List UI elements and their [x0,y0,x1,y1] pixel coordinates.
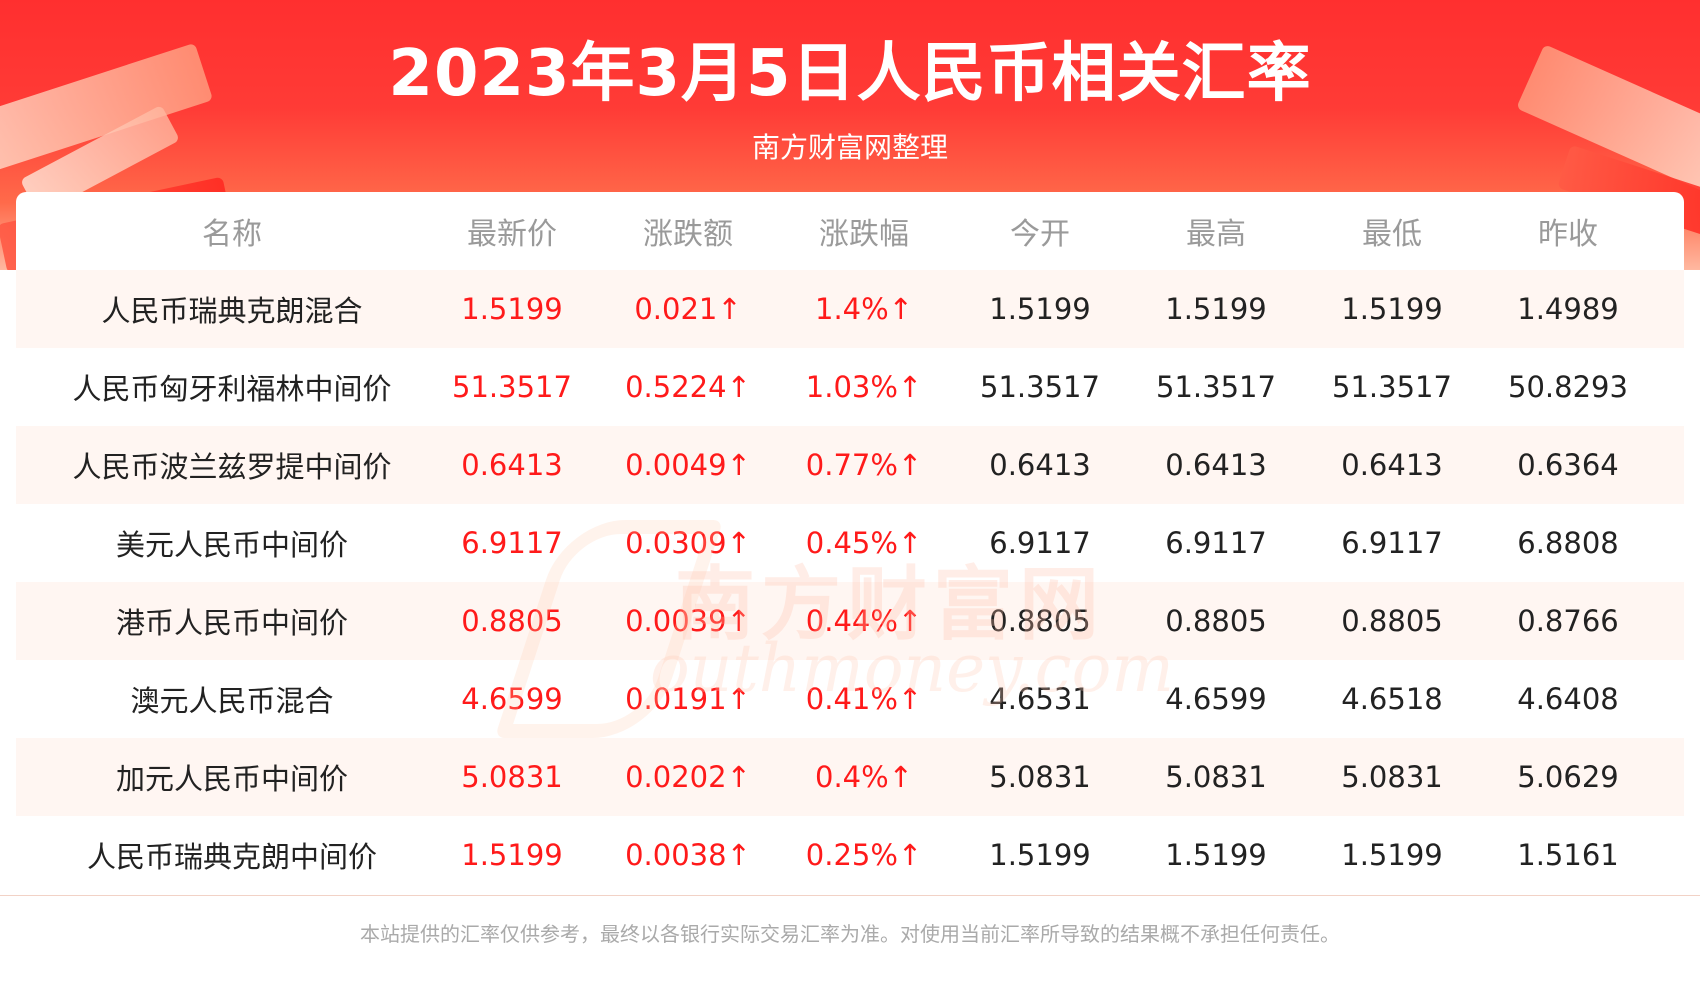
currency-name: 人民币瑞典克朗中间价 [86,840,377,874]
prev-close-price: 1.4989 [1517,292,1619,326]
open-price: 0.6413 [989,448,1091,482]
latest-price: 4.6599 [461,682,563,716]
prev-close-price: 6.8808 [1517,526,1619,560]
open-price: 1.5199 [989,292,1091,326]
column-header-high: 最高 [1186,217,1246,252]
currency-name: 人民币波兰兹罗提中间价 [72,450,392,484]
page-subtitle: 南方财富网整理 [751,131,948,164]
latest-price: 5.0831 [461,760,563,794]
latest-price: 51.3517 [452,370,572,404]
high-price: 1.5199 [1165,292,1267,326]
latest-price: 6.9117 [461,526,563,560]
page-title: 2023年3月5日人民币相关汇率 [388,37,1312,111]
high-price: 4.6599 [1165,682,1267,716]
footer-divider [0,895,1700,896]
table-row: 美元人民币中间价 6.9117 0.0309↑ 0.45%↑ 6.9117 6.… [16,504,1684,582]
change-amount: 0.0039↑ [625,604,751,638]
change-percent: 1.4%↑ [815,292,913,326]
open-price: 6.9117 [989,526,1091,560]
change-percent: 0.44%↑ [805,604,923,638]
low-price: 51.3517 [1332,370,1452,404]
low-price: 6.9117 [1341,526,1443,560]
low-price: 1.5199 [1341,838,1443,872]
open-price: 51.3517 [980,370,1100,404]
low-price: 5.0831 [1341,760,1443,794]
exchange-rate-table: 名称 最新价 涨跌额 涨跌幅 今开 最高 最低 昨收 人民币瑞典克朗混合 1.5… [16,192,1684,900]
low-price: 4.6518 [1341,682,1443,716]
footer-disclaimer: 本站提供的汇率仅供参考，最终以各银行实际交易汇率为准。对使用当前汇率所导致的结果… [360,922,1340,946]
change-percent: 0.45%↑ [805,526,923,560]
change-amount: 0.5224↑ [625,370,751,404]
table-row: 加元人民币中间价 5.0831 0.0202↑ 0.4%↑ 5.0831 5.0… [16,738,1684,816]
currency-name: 人民币瑞典克朗混合 [101,294,363,328]
high-price: 0.8805 [1165,604,1267,638]
prev-close-price: 5.0629 [1517,760,1619,794]
prev-close-price: 0.6364 [1517,448,1619,482]
prev-close-price: 1.5161 [1517,838,1619,872]
table-row: 人民币匈牙利福林中间价 51.3517 0.5224↑ 1.03%↑ 51.35… [16,348,1684,426]
column-header-change-percent: 涨跌幅 [819,217,909,252]
prev-close-price: 4.6408 [1517,682,1619,716]
change-amount: 0.0309↑ [625,526,751,560]
table-row: 澳元人民币混合 4.6599 0.0191↑ 0.41%↑ 4.6531 4.6… [16,660,1684,738]
column-header-open: 今开 [1010,217,1070,252]
high-price: 1.5199 [1165,838,1267,872]
latest-price: 1.5199 [461,838,563,872]
prev-close-price: 50.8293 [1508,370,1628,404]
prev-close-price: 0.8766 [1517,604,1619,638]
change-percent: 0.25%↑ [805,838,923,872]
change-percent: 0.77%↑ [805,448,923,482]
high-price: 6.9117 [1165,526,1267,560]
currency-name: 加元人民币中间价 [115,762,348,796]
currency-name: 美元人民币中间价 [115,528,348,562]
currency-name: 澳元人民币混合 [130,684,334,718]
change-amount: 0.0038↑ [625,838,751,872]
table-row: 人民币瑞典克朗混合 1.5199 0.021↑ 1.4%↑ 1.5199 1.5… [16,270,1684,348]
change-amount: 0.0202↑ [625,760,751,794]
latest-price: 0.8805 [461,604,563,638]
change-percent: 1.03%↑ [805,370,923,404]
high-price: 5.0831 [1165,760,1267,794]
open-price: 5.0831 [989,760,1091,794]
open-price: 1.5199 [989,838,1091,872]
table-row: 人民币瑞典克朗中间价 1.5199 0.0038↑ 0.25%↑ 1.5199 … [16,816,1684,894]
open-price: 4.6531 [989,682,1091,716]
table-header-row: 名称 最新价 涨跌额 涨跌幅 今开 最高 最低 昨收 [16,192,1684,270]
change-percent: 0.41%↑ [805,682,923,716]
high-price: 51.3517 [1156,370,1276,404]
change-amount: 0.0049↑ [625,448,751,482]
change-amount: 0.021↑ [634,292,742,326]
low-price: 1.5199 [1341,292,1443,326]
low-price: 0.8805 [1341,604,1443,638]
latest-price: 1.5199 [461,292,563,326]
change-amount: 0.0191↑ [625,682,751,716]
column-header-prev-close: 昨收 [1538,217,1598,252]
table-row: 港币人民币中间价 0.8805 0.0039↑ 0.44%↑ 0.8805 0.… [16,582,1684,660]
change-percent: 0.4%↑ [815,760,913,794]
currency-name: 人民币匈牙利福林中间价 [72,372,392,406]
open-price: 0.8805 [989,604,1091,638]
table-row: 人民币波兰兹罗提中间价 0.6413 0.0049↑ 0.77%↑ 0.6413… [16,426,1684,504]
low-price: 0.6413 [1341,448,1443,482]
latest-price: 0.6413 [461,448,563,482]
column-header-name: 名称 [202,217,262,252]
column-header-latest: 最新价 [467,217,557,252]
column-header-low: 最低 [1362,217,1422,252]
high-price: 0.6413 [1165,448,1267,482]
currency-name: 港币人民币中间价 [115,606,348,640]
column-header-change: 涨跌额 [643,217,733,252]
